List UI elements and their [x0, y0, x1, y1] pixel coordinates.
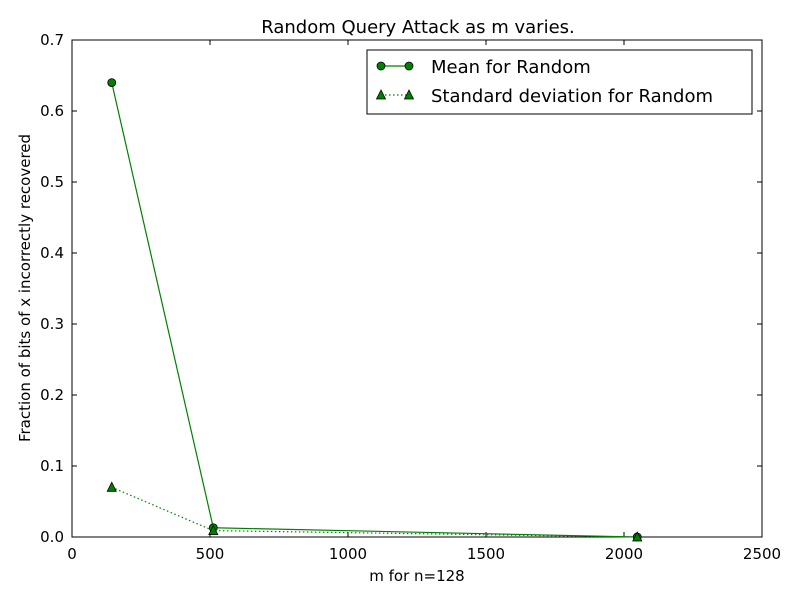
y-tick-label: 0.5	[40, 173, 64, 191]
legend-marker-mean-start	[376, 61, 386, 71]
y-tick-label: 0.4	[40, 244, 64, 262]
x-tick-label: 2000	[605, 545, 643, 563]
plot-frame	[71, 39, 763, 538]
series-layer	[106, 78, 643, 542]
x-tick-label: 2500	[743, 545, 781, 563]
legend-box	[366, 49, 753, 115]
x-tick-label: 1500	[467, 545, 505, 563]
y-tick-label: 0.6	[40, 102, 64, 120]
legend-marker-mean-end	[404, 61, 414, 71]
x-axis-label: m for n=128	[369, 567, 464, 585]
y-tick-label: 0.3	[40, 315, 64, 333]
x-tick-label: 1000	[329, 545, 367, 563]
y-tick-label: 0.1	[40, 457, 64, 475]
legend-item-stddev: Standard deviation for Random	[375, 86, 713, 107]
y-tick-label: 0.0	[40, 528, 64, 546]
legend-marker-stddev-start	[375, 89, 387, 100]
series-line-stddev	[111, 486, 638, 538]
legend-item-mean: Mean for Random	[376, 57, 591, 78]
plot-area	[71, 39, 763, 538]
ticks-layer: 0 500 1000 1500 2000 2500 0.0 0.1 0.2 0.3 0.4 0.5 0.…	[40, 31, 781, 563]
y-axis-label: Fraction of bits of x incorrectly recove…	[16, 134, 34, 442]
y-tick-label: 0.2	[40, 386, 64, 404]
stddev-point-2	[632, 531, 643, 542]
legend: Mean for Random Standard deviation for R…	[366, 49, 753, 115]
stddev-point-1	[208, 524, 219, 536]
mean-point-0	[107, 78, 117, 87]
stddev-point-0	[106, 481, 117, 492]
y-tick-label: 0.7	[40, 31, 64, 49]
x-tick-label: 0	[67, 545, 77, 563]
legend-label-mean: Mean for Random	[431, 57, 591, 78]
legend-marker-stddev-end	[403, 89, 415, 100]
x-tick-label: 500	[196, 545, 225, 563]
legend-label-stddev: Standard deviation for Random	[431, 86, 713, 107]
chart-title: Random Query Attack as m varies.	[261, 17, 575, 38]
